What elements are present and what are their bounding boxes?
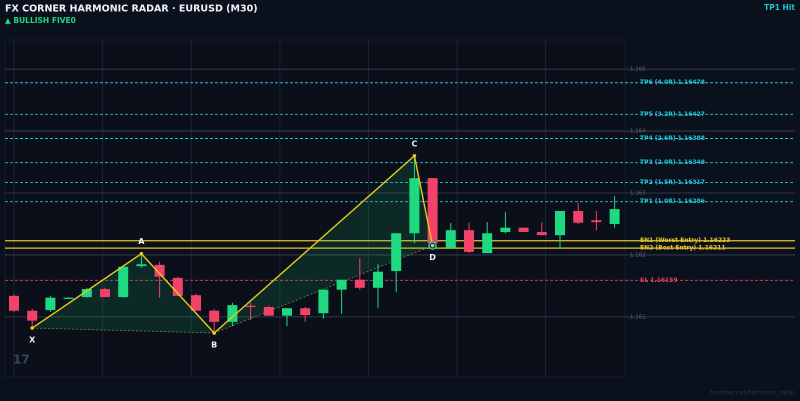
level-label: TP1 (1.0R) 1.16286 [640, 198, 705, 205]
pattern-point-label: D [429, 253, 436, 262]
watermark: 17 [13, 353, 30, 367]
level-label: SL 1.16159 [640, 277, 678, 284]
candle-body [573, 210, 584, 223]
pattern-point [30, 326, 34, 330]
y-tick-label: 1.162 [630, 252, 646, 258]
candle-body [373, 271, 383, 288]
candle-body [354, 279, 365, 288]
candle-body [154, 264, 165, 277]
candle-body [118, 266, 129, 298]
plot-area [4, 39, 626, 378]
candle-body [464, 230, 474, 252]
candle-body [136, 264, 147, 267]
pattern-point-label: B [211, 341, 217, 350]
pattern-point-label: X [29, 336, 36, 345]
pattern-point-label: C [411, 139, 417, 148]
candle-body [191, 295, 201, 311]
candle-body [591, 220, 602, 223]
level-label: TP5 (3.2R) 1.16427 [640, 111, 705, 118]
candle-body [536, 232, 547, 236]
y-tick-label: 1.163 [630, 191, 646, 197]
candle-body [336, 279, 347, 290]
pattern-point [212, 331, 216, 335]
candle-body [81, 289, 92, 298]
candle-body [63, 297, 74, 299]
candle-body [609, 209, 620, 224]
candle-body [518, 227, 529, 233]
candle-body [445, 230, 456, 249]
candle-body [245, 305, 256, 307]
chart-title: FX CORNER HARMONIC RADAR · EURUSD (M30) [5, 4, 258, 15]
level-label: TP4 (2.6R) 1.16388 [640, 135, 705, 142]
candle-body [555, 210, 565, 236]
candle-body [300, 308, 311, 316]
candle-body [500, 227, 511, 233]
level-label: EN1 (Worst Entry) 1.16223 [640, 237, 730, 244]
candle-body [172, 277, 183, 296]
candle-body [209, 310, 220, 322]
candle-body [100, 289, 110, 298]
y-tick-label: 1.164 [630, 129, 646, 135]
candle-body [45, 297, 56, 311]
candle-body [318, 289, 329, 314]
candle-body [282, 308, 292, 316]
footer: fxcorner.net/harmonic_radar [710, 390, 796, 397]
candle-body [263, 306, 274, 316]
pattern-fill [214, 155, 433, 334]
level-label: EN2 (Best Entry) 1.16211 [640, 245, 726, 252]
pattern-point-label: A [138, 237, 145, 246]
y-tick-label: 1.161 [630, 314, 646, 320]
pattern-name: ▲ BULLISH FIVE0 [5, 16, 76, 25]
y-tick-label: 1.165 [630, 67, 646, 73]
level-label: TP3 (2.0R) 1.16349 [640, 159, 705, 166]
candle-body [391, 233, 402, 272]
candle-body [27, 310, 38, 321]
candle-body [427, 178, 438, 244]
candle-body [9, 295, 19, 311]
candle-body [482, 233, 493, 254]
level-label: TP2 (1.5R) 1.16317 [640, 179, 705, 186]
pattern-point [412, 154, 417, 158]
level-label: TP6 (4.0R) 1.16478 [640, 79, 705, 86]
pattern-point [139, 251, 144, 256]
status: TP1 Hit [764, 3, 795, 12]
pattern-point [430, 243, 435, 248]
candle-body [227, 305, 238, 322]
candle-body [409, 178, 420, 234]
